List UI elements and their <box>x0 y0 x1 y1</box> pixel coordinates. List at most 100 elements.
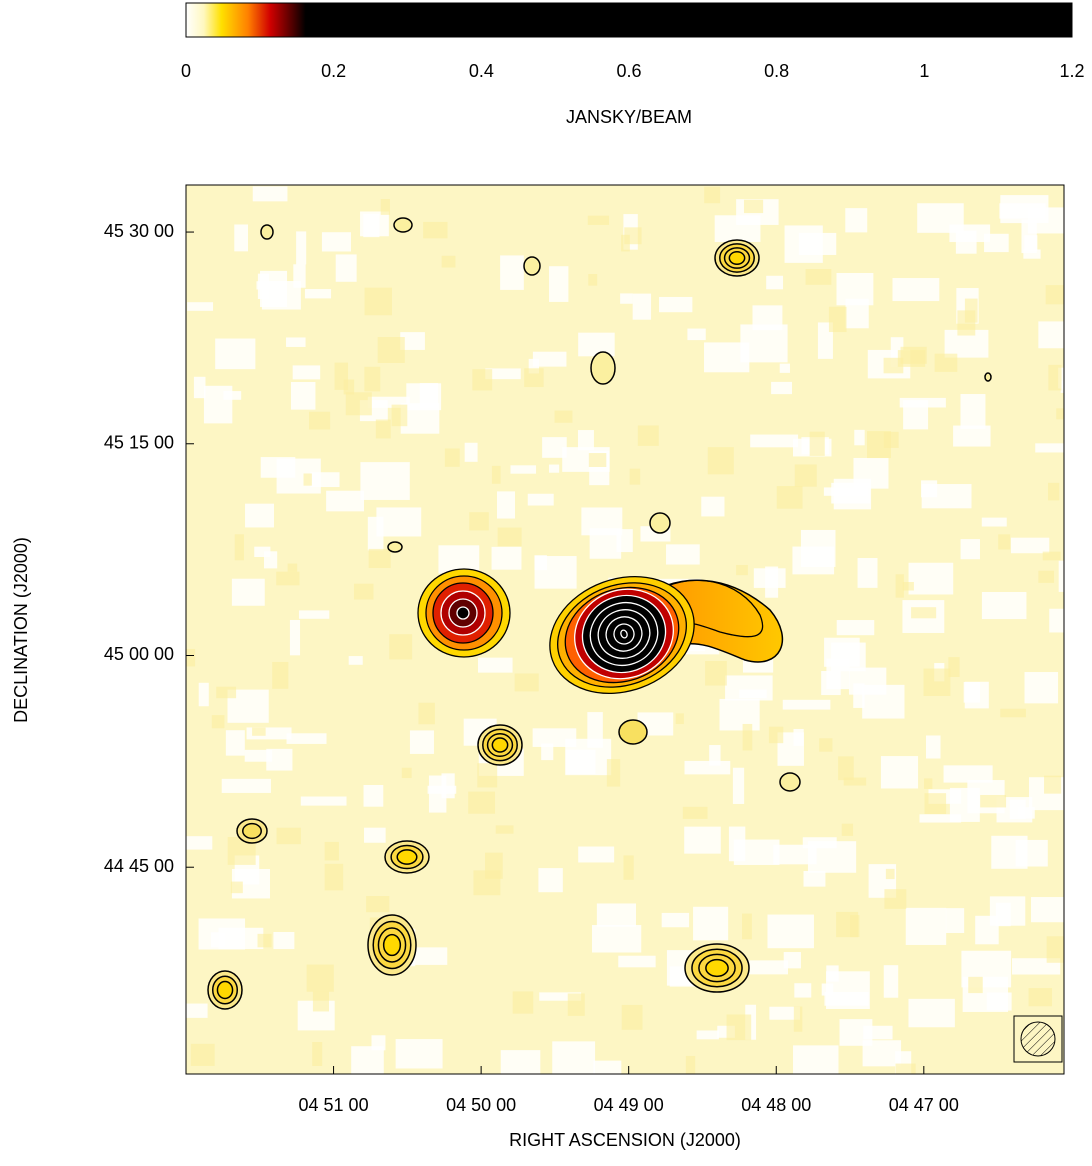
noise-patch <box>276 827 301 845</box>
noise-patch <box>693 906 729 941</box>
noise-patch <box>821 671 841 696</box>
noise-patch <box>1000 708 1026 718</box>
plot-frame <box>185 184 1065 1075</box>
noise-patch <box>364 827 386 843</box>
noise-patch <box>348 656 363 665</box>
noise-patch <box>1044 775 1062 794</box>
noise-patch <box>998 534 1011 550</box>
noise-patch <box>917 203 964 233</box>
noise-patch <box>367 396 410 408</box>
noise-patch <box>854 429 865 446</box>
contour <box>242 822 262 840</box>
noise-patch <box>532 351 567 367</box>
noise-patch <box>343 379 355 395</box>
noise-patch <box>308 411 331 430</box>
noise-patch <box>581 507 623 536</box>
noise-patch <box>1049 608 1064 633</box>
noise-patch <box>567 993 585 1016</box>
noise-patch <box>353 583 374 600</box>
noise-patch <box>924 793 947 814</box>
noise-patch <box>203 385 233 424</box>
noise-patch <box>541 743 554 761</box>
noise-patch <box>1038 321 1064 349</box>
noise-patch <box>512 991 534 1014</box>
noise-patch <box>1046 936 1064 963</box>
noise-patch <box>908 998 955 1028</box>
noise-patch <box>776 486 803 509</box>
contour <box>523 256 541 276</box>
noise-patch <box>843 777 867 786</box>
noise-patch <box>728 826 746 862</box>
noise-patch <box>287 563 298 572</box>
noise-patch <box>794 464 817 487</box>
noise-patch <box>345 392 372 416</box>
noise-patch <box>286 733 327 744</box>
noise-patch <box>477 657 513 673</box>
noise-patch <box>793 1006 803 1032</box>
noise-patch <box>957 310 976 336</box>
noise-patch <box>620 293 633 304</box>
noise-patch <box>919 814 962 823</box>
noise-patch <box>779 363 790 373</box>
noise-patch <box>401 767 412 779</box>
x-tick-label: 04 49 00 <box>594 1095 664 1115</box>
noise-patch <box>824 637 860 667</box>
noise-patch <box>371 1035 386 1051</box>
noise-patch <box>286 337 306 347</box>
noise-patch <box>423 221 448 239</box>
noise-patch <box>632 293 652 320</box>
noise-patch <box>921 484 972 509</box>
noise-patch <box>1058 560 1064 592</box>
tail-contour <box>649 579 764 638</box>
noise-patch <box>524 368 544 388</box>
noise-patch <box>491 546 522 570</box>
noise-patch <box>845 208 868 233</box>
noise-patch <box>687 328 706 341</box>
noise-patch <box>364 287 392 316</box>
noise-patch <box>548 464 560 473</box>
noise-patch <box>783 952 801 969</box>
noise-patch <box>539 992 582 1001</box>
noise-patch <box>945 908 965 934</box>
noise-patch <box>839 1019 873 1046</box>
noise-patch <box>980 794 1007 808</box>
contour <box>620 629 628 639</box>
noise-patch <box>588 453 607 467</box>
noise-patch <box>766 275 784 290</box>
contour <box>590 351 616 385</box>
noise-patch <box>418 702 435 725</box>
noise-patch <box>1048 482 1060 501</box>
noise-patch <box>326 490 365 512</box>
noise-patch <box>709 745 721 766</box>
noise-patch <box>953 425 991 447</box>
y-tick-label: 45 30 00 <box>104 221 174 241</box>
x-tick-label: 04 47 00 <box>889 1095 959 1115</box>
noise-patch <box>902 581 914 591</box>
noise-patch <box>701 496 725 517</box>
noise-patch <box>409 730 434 754</box>
colorbar-tick-label: 0.6 <box>616 61 641 81</box>
contour <box>216 980 234 1000</box>
noise-patch <box>395 1039 443 1069</box>
contour <box>382 933 402 957</box>
noise-patch <box>684 826 721 854</box>
noise-patch <box>375 419 391 439</box>
noise-patch <box>324 841 339 861</box>
noise-patch <box>234 224 249 252</box>
noise-patch <box>514 673 539 692</box>
noise-patch <box>833 478 872 510</box>
contour <box>649 512 671 534</box>
noise-patch <box>1021 219 1037 254</box>
noise-patch <box>257 933 272 948</box>
sources <box>207 217 992 1010</box>
noise-patch <box>621 1004 643 1030</box>
y-axis-label: DECLINATION (J2000) <box>11 537 31 723</box>
noise-patch <box>1023 249 1041 259</box>
noise-patch <box>532 728 577 747</box>
noise-patch <box>714 215 761 243</box>
contour <box>456 606 470 620</box>
noise-patch <box>1038 570 1055 583</box>
noise-patch <box>312 1042 323 1066</box>
noise-patch <box>895 1063 916 1074</box>
noise-patch <box>554 410 573 423</box>
